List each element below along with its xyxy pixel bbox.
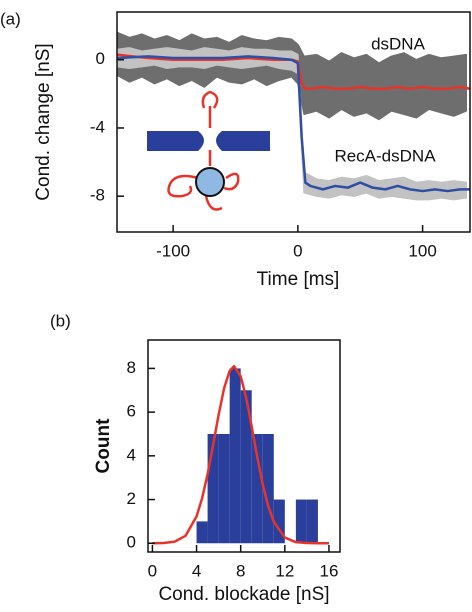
fit-curve bbox=[152, 364, 329, 545]
panel-label: (b) bbox=[50, 311, 71, 330]
series-label: RecA-dsDNA bbox=[334, 146, 436, 165]
histogram-bar bbox=[295, 499, 307, 544]
y-tick-label: 6 bbox=[127, 402, 136, 421]
series-label: dsDNA bbox=[371, 34, 426, 53]
histogram-bar bbox=[229, 368, 241, 544]
plot-frame bbox=[116, 11, 471, 233]
y-axis-label: Count bbox=[93, 418, 114, 474]
membrane bbox=[147, 131, 204, 151]
panel-label: (a) bbox=[0, 9, 21, 28]
histogram-bar bbox=[262, 433, 274, 544]
trace-line bbox=[117, 53, 470, 90]
noise-band bbox=[117, 47, 468, 201]
y-tick-label: 4 bbox=[127, 445, 136, 464]
y-tick-label: -4 bbox=[90, 117, 105, 136]
plot-frame bbox=[147, 339, 341, 553]
y-tick-label: 0 bbox=[96, 49, 105, 68]
histogram-bar bbox=[240, 390, 252, 544]
x-tick-label: 12 bbox=[275, 561, 294, 580]
histogram-bar bbox=[273, 499, 285, 544]
histogram-bar bbox=[251, 433, 263, 544]
histogram-bar bbox=[306, 499, 318, 544]
histogram-bar bbox=[207, 433, 219, 544]
y-tick-label: 2 bbox=[127, 489, 136, 508]
x-axis-label: Time [ms] bbox=[257, 269, 340, 290]
plot-area bbox=[152, 364, 329, 545]
x-tick-label: 16 bbox=[320, 561, 339, 580]
y-tick-label: 8 bbox=[127, 358, 136, 377]
x-tick-label: 4 bbox=[192, 561, 201, 580]
plot-area bbox=[117, 31, 470, 201]
x-tick-label: 0 bbox=[148, 561, 157, 580]
x-axis-label: Cond. blockade [nS] bbox=[158, 584, 329, 605]
x-tick-label: 8 bbox=[236, 561, 245, 580]
histogram-bar bbox=[196, 521, 208, 544]
protein-coil bbox=[167, 172, 240, 211]
y-axis-label: Cond. change [nS] bbox=[33, 43, 54, 200]
y-tick-label: -8 bbox=[90, 186, 105, 205]
histogram-bar bbox=[218, 433, 230, 544]
dna-strand bbox=[201, 90, 219, 166]
x-tick-label: 0 bbox=[293, 241, 302, 260]
pore-cartoon bbox=[147, 90, 270, 211]
bead bbox=[195, 167, 225, 197]
x-tick-label: -100 bbox=[156, 241, 190, 260]
x-tick-label: 100 bbox=[408, 241, 436, 260]
y-tick-label: 0 bbox=[127, 533, 136, 552]
trace-line bbox=[117, 55, 470, 193]
membrane bbox=[216, 131, 270, 151]
